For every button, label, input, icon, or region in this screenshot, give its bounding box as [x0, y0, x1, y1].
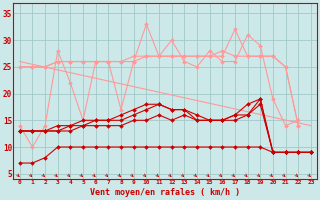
X-axis label: Vent moyen/en rafales ( km/h ): Vent moyen/en rafales ( km/h ): [90, 188, 240, 197]
